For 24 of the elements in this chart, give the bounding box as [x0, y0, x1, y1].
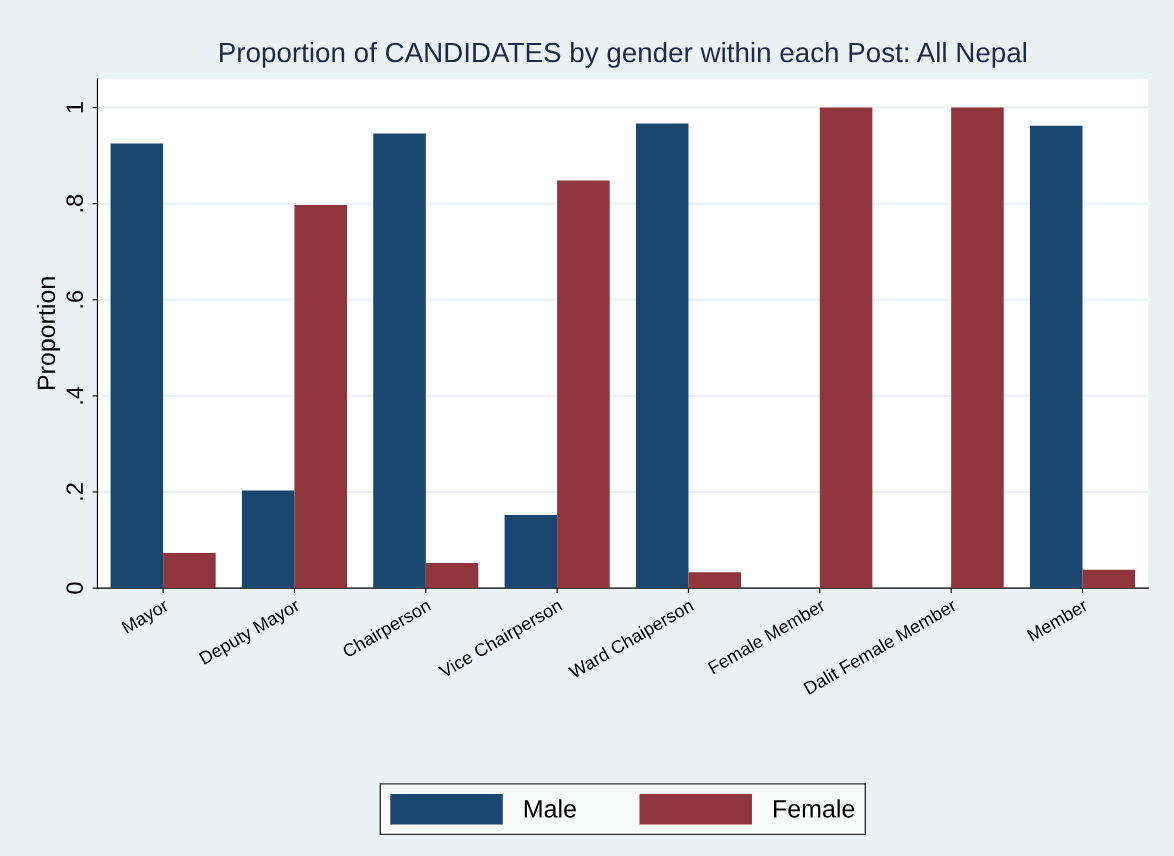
y-tick-label: .6: [66, 290, 84, 308]
bar: [819, 107, 873, 589]
bar: [951, 107, 1004, 589]
bar: [373, 133, 426, 589]
bar: [1082, 569, 1136, 589]
y-axis-title: Proportion: [36, 277, 61, 390]
bar: [1029, 125, 1083, 589]
legend-label: Female: [774, 799, 855, 818]
y-tick-label: 1: [66, 102, 83, 113]
bar: [163, 553, 216, 589]
legend-label: Male: [524, 799, 576, 818]
y-tick-label: .8: [66, 194, 84, 212]
y-tick-label: .2: [66, 483, 83, 500]
y-tick-label: 0: [66, 582, 84, 594]
bar: [557, 180, 610, 589]
bar: [294, 205, 347, 589]
bar: [110, 143, 164, 589]
bar: [688, 572, 742, 589]
y-tick-label: .4: [66, 386, 83, 404]
bar: [425, 563, 479, 589]
chart-title: Proportion of CANDIDATES by gender within each Post: All Nepal: [220, 41, 1026, 68]
bar: [241, 490, 295, 589]
bar: [504, 515, 558, 589]
bar: [635, 123, 689, 589]
